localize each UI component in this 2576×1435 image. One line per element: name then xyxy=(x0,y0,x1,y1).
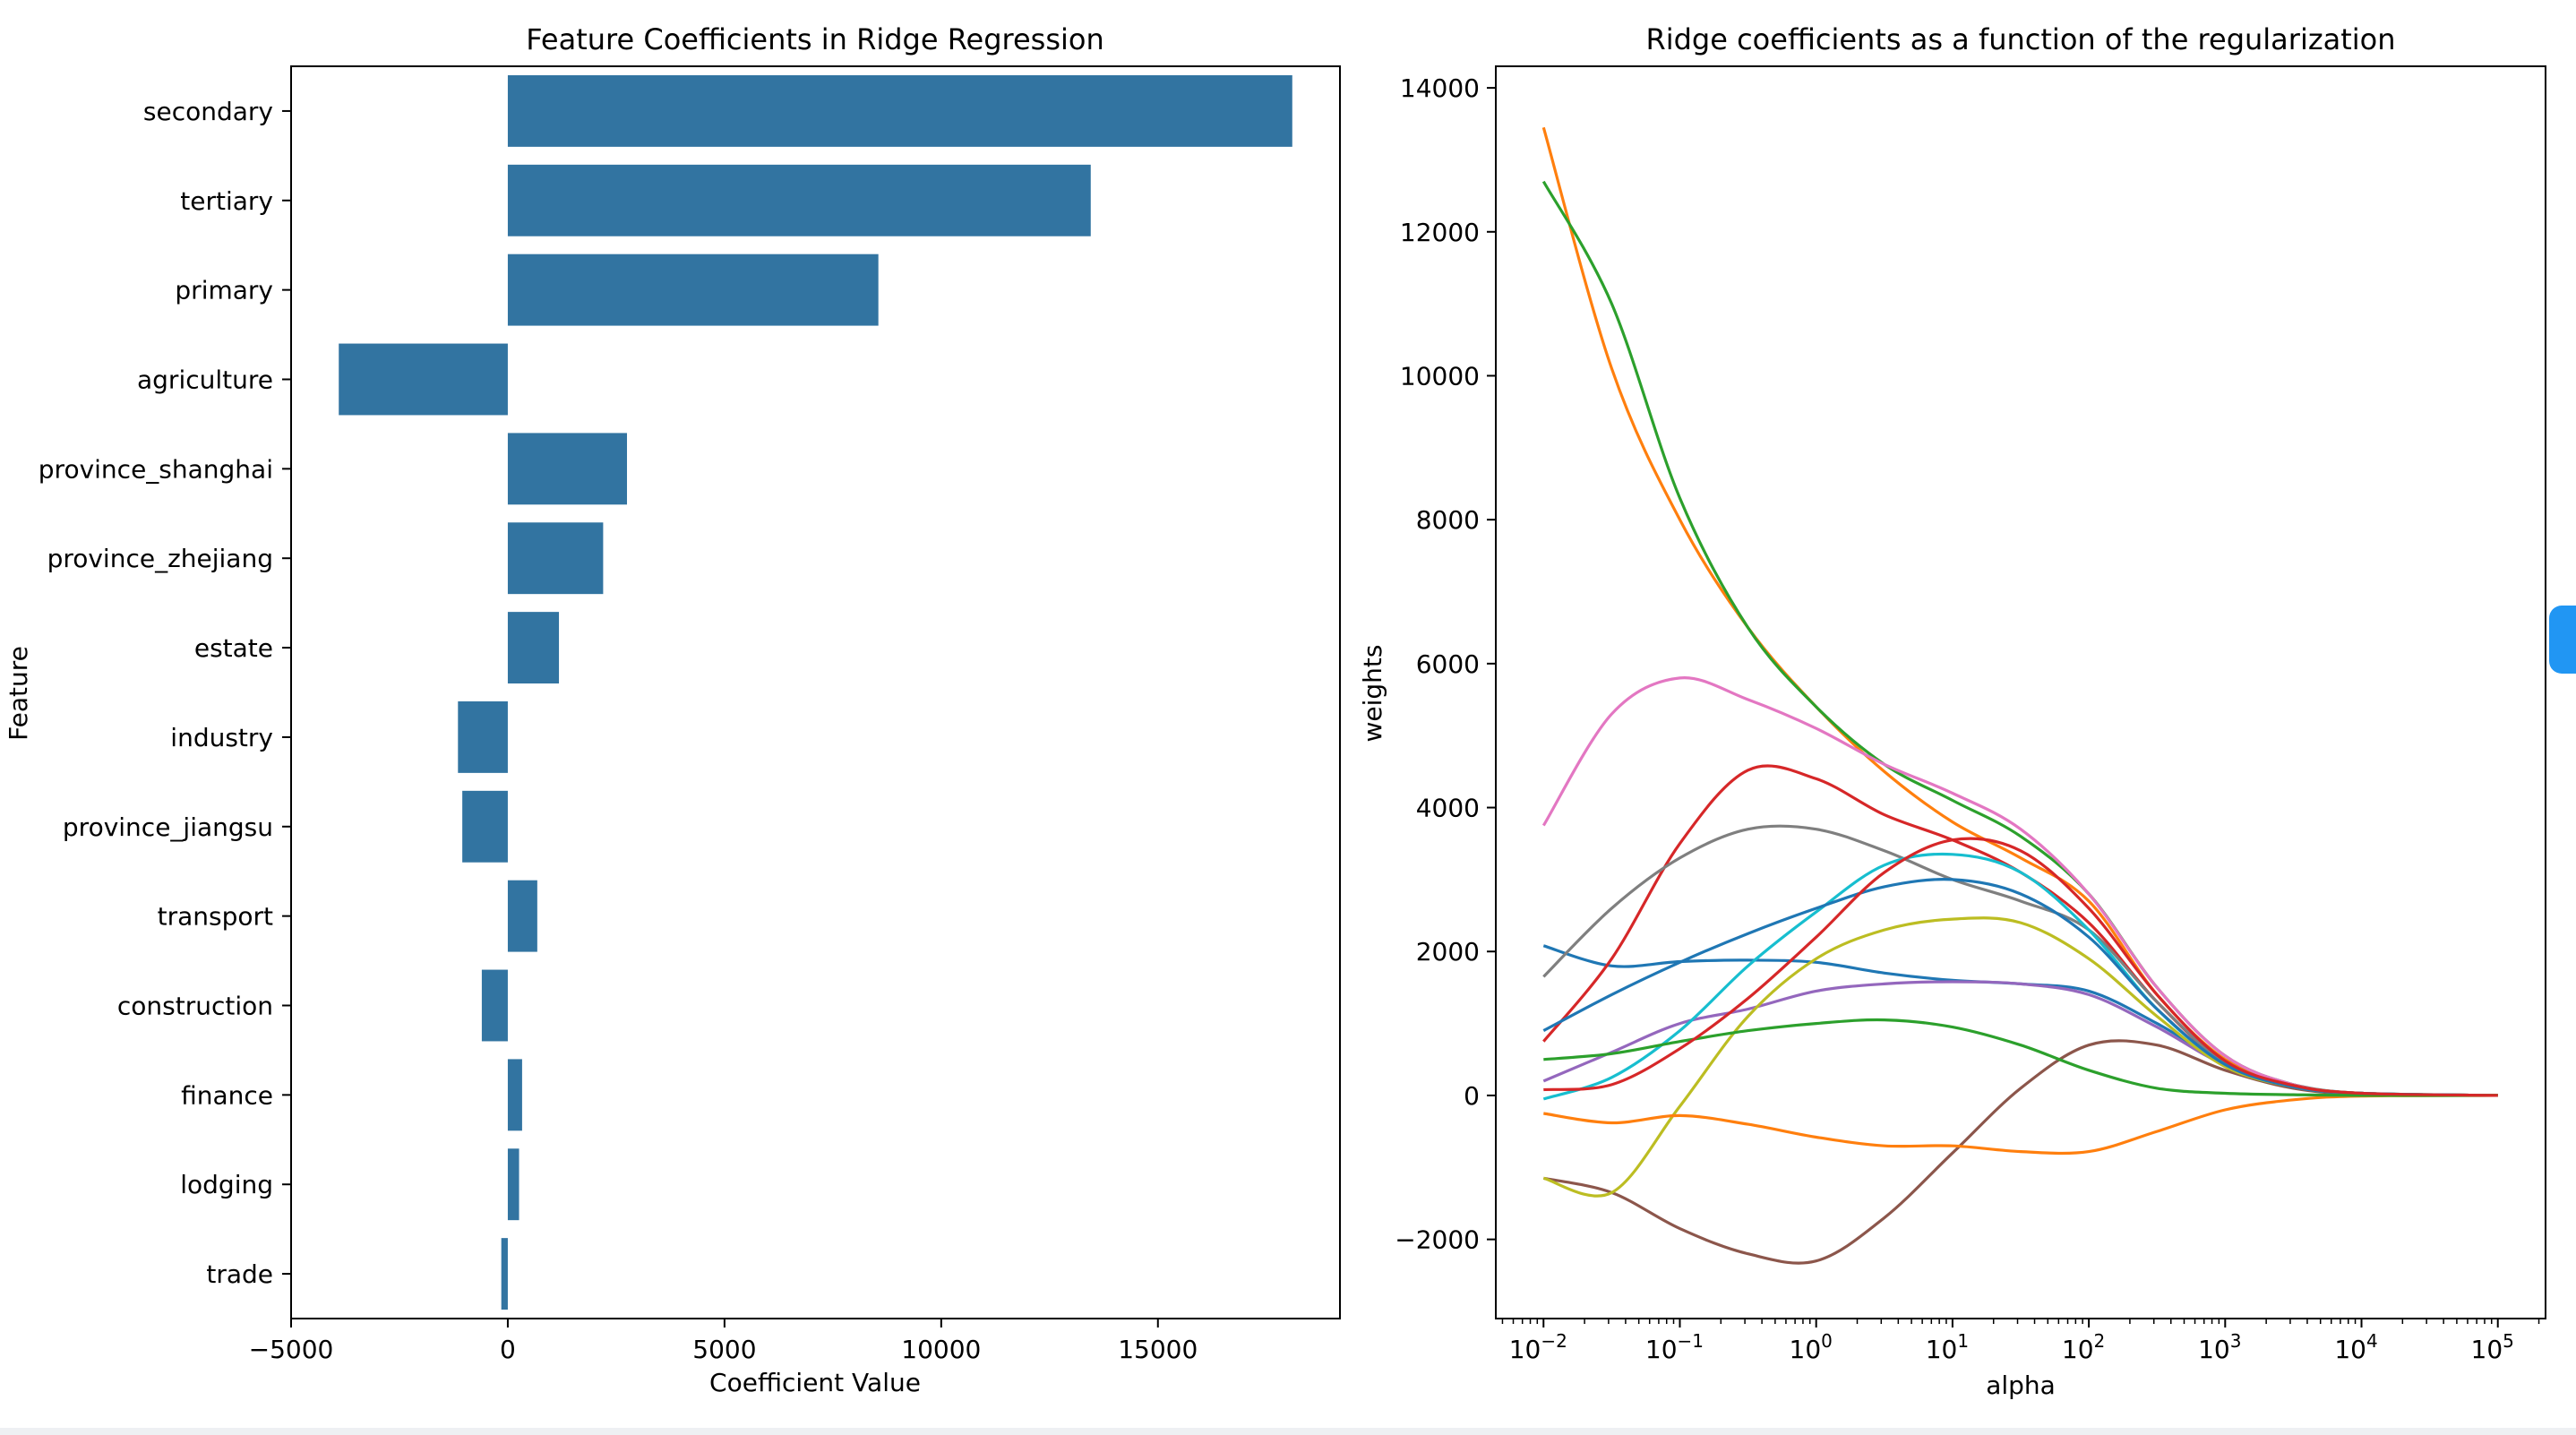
bar-chart-title: Feature Coefficients in Ridge Regression xyxy=(526,22,1103,56)
y-tick-label: finance xyxy=(181,1080,273,1110)
y-tick-label: 4000 xyxy=(1416,794,1480,823)
x-tick-label: 15000 xyxy=(1118,1335,1198,1364)
y-tick-label: 8000 xyxy=(1416,505,1480,535)
y-tick-label: 12000 xyxy=(1400,218,1480,247)
line-chart: Ridge coefficients as a function of the … xyxy=(1358,22,2546,1400)
y-tick-label: −2000 xyxy=(1395,1225,1480,1255)
bar-trade xyxy=(501,1238,508,1310)
y-tick-label: 10000 xyxy=(1400,361,1480,391)
bar-province_shanghai xyxy=(507,433,628,505)
y-tick-label: industry xyxy=(170,723,273,752)
bar-chart: Feature Coefficients in Ridge Regression… xyxy=(4,22,1341,1397)
x-tick-label: −5000 xyxy=(249,1335,334,1364)
y-tick-label: lodging xyxy=(180,1170,273,1199)
line-coef-12 xyxy=(1543,1094,2498,1156)
x-tick-label: 5000 xyxy=(692,1335,756,1364)
bar-primary xyxy=(507,253,879,326)
x-tick-label: 101 xyxy=(1926,1330,1969,1364)
line-chart-title: Ridge coefficients as a function of the … xyxy=(1645,22,2395,56)
y-tick-label: 0 xyxy=(1464,1081,1480,1111)
bar-chart-y-axis: secondary tertiary primary agriculture provi… xyxy=(39,97,291,1289)
x-tick-label: 103 xyxy=(2198,1330,2241,1364)
y-tick-label: transport xyxy=(158,902,273,932)
bar-construction xyxy=(481,969,508,1042)
window-bottom-strip xyxy=(0,1428,2576,1435)
bar-chart-y-label: Feature xyxy=(4,646,33,741)
line-coef-14 xyxy=(1543,837,2498,1097)
y-tick-label: 6000 xyxy=(1416,649,1480,679)
line-coef-7 xyxy=(1541,676,2498,1097)
line-chart-y-label: weights xyxy=(1358,645,1387,743)
line-chart-x-label: alpha xyxy=(1986,1371,2056,1400)
x-tick-label: 0 xyxy=(500,1335,516,1364)
line-coef-13 xyxy=(1543,1018,2498,1097)
line-coef-10 xyxy=(1542,852,2498,1101)
y-tick-label: province_jiangsu xyxy=(63,812,273,842)
bar-secondary xyxy=(507,74,1292,147)
y-tick-label: secondary xyxy=(143,97,273,126)
line-chart-frame xyxy=(1495,65,2546,1319)
y-tick-label: province_zhejiang xyxy=(47,544,273,573)
bar-series xyxy=(339,74,1292,1310)
bar-chart-frame xyxy=(290,65,1341,1319)
line-chart-y-axis: −2000 0 2000 4000 6000 8000 10000 12000 14000 xyxy=(1395,73,1496,1255)
bar-lodging xyxy=(507,1148,519,1221)
line-chart-x-axis: 10−2 10−1 100 101 102 103 104 105 xyxy=(1501,1319,2540,1364)
bar-province_jiangsu xyxy=(462,790,508,863)
line-series xyxy=(1541,126,2498,1265)
x-tick-label: 10−1 xyxy=(1645,1330,1704,1364)
bar-province_zhejiang xyxy=(507,522,604,595)
x-tick-label: 104 xyxy=(2334,1330,2377,1364)
bar-industry xyxy=(458,700,508,773)
y-tick-label: estate xyxy=(194,633,273,663)
x-tick-label: 102 xyxy=(2062,1330,2105,1364)
side-panel-toggle[interactable] xyxy=(2549,606,2576,674)
y-tick-label: 14000 xyxy=(1400,73,1480,103)
bar-finance xyxy=(507,1059,522,1131)
x-tick-label: 10−2 xyxy=(1509,1330,1567,1364)
x-tick-label: 100 xyxy=(1790,1330,1833,1364)
bar-agriculture xyxy=(339,343,508,416)
y-tick-label: primary xyxy=(175,276,273,305)
y-tick-label: 2000 xyxy=(1416,937,1480,967)
y-tick-label: tertiary xyxy=(180,186,273,216)
x-tick-label: 10000 xyxy=(901,1335,981,1364)
line-coef-11 xyxy=(1542,878,2498,1097)
bar-chart-x-axis: −5000 0 5000 10000 15000 xyxy=(249,1319,1198,1364)
y-tick-label: province_shanghai xyxy=(39,454,273,484)
line-coef-5 xyxy=(1542,980,2498,1097)
line-coef-2 xyxy=(1541,126,2498,1097)
y-tick-label: agriculture xyxy=(137,365,273,395)
bar-estate xyxy=(507,612,560,684)
y-tick-label: construction xyxy=(117,992,273,1021)
bar-chart-x-label: Coefficient Value xyxy=(709,1368,921,1397)
bar-transport xyxy=(507,880,537,952)
bar-tertiary xyxy=(507,164,1091,236)
y-tick-label: trade xyxy=(206,1259,273,1289)
x-tick-label: 105 xyxy=(2471,1330,2514,1364)
